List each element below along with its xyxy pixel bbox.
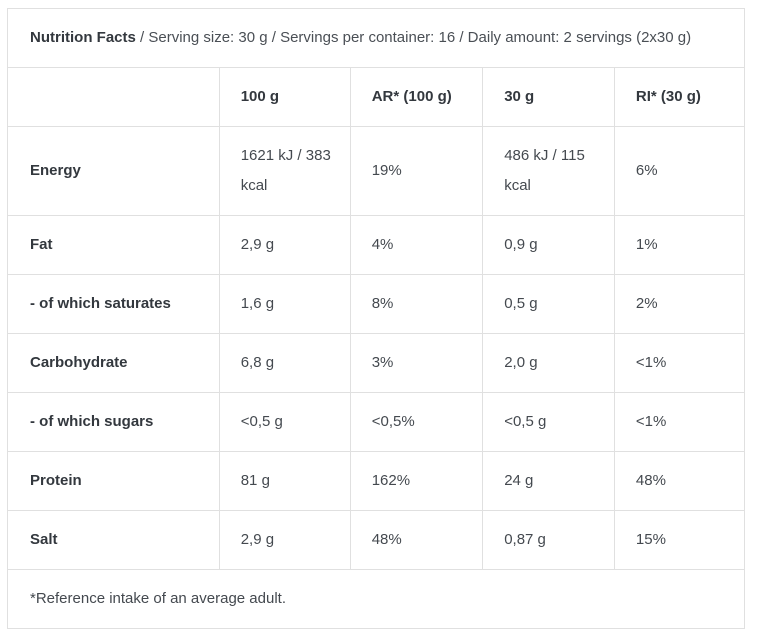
cell-value: 15%	[613, 510, 744, 570]
column-header: AR* (100 g)	[349, 68, 483, 127]
cell-value: 1621 kJ / 383 kcal	[218, 126, 351, 216]
cell-value: 19%	[349, 126, 483, 216]
row-label: Energy	[8, 126, 220, 216]
row-label: - of which sugars	[8, 392, 220, 452]
row-label: Protein	[8, 451, 220, 511]
table-body: Energy 1621 kJ / 383 kcal 19% 486 kJ / 115 …	[8, 126, 744, 570]
column-header: RI* (30 g)	[613, 68, 744, 127]
table-row: Salt 2,9 g 48% 0,87 g 15%	[8, 510, 744, 570]
nutrition-facts-panel: Nutrition Facts / Serving size: 30 g / S…	[7, 8, 745, 629]
cell-value: 0,9 g	[482, 215, 615, 275]
cell-value: <0,5%	[349, 392, 483, 452]
cell-value: 1%	[613, 215, 744, 275]
cell-value: 0,5 g	[482, 274, 615, 334]
table-row: Energy 1621 kJ / 383 kcal 19% 486 kJ / 115 …	[8, 126, 744, 216]
serving-info-text: / Serving size: 30 g / Servings per cont…	[135, 29, 692, 46]
cell-value: <1%	[613, 333, 744, 393]
cell-value: <1%	[613, 392, 744, 452]
cell-value: 1,6 g	[218, 274, 351, 334]
cell-value: 24 g	[482, 451, 615, 511]
row-label: Carbohydrate	[8, 333, 220, 393]
table-row: - of which saturates 1,6 g 8% 0,5 g 2%	[8, 274, 744, 334]
row-label: Salt	[8, 510, 220, 570]
cell-value: 81 g	[218, 451, 351, 511]
reference-intake-footnote: *Reference intake of an average adult.	[30, 590, 287, 607]
nutrition-facts-header: Nutrition Facts / Serving size: 30 g / S…	[8, 9, 744, 68]
cell-value: 162%	[349, 451, 483, 511]
row-label: - of which saturates	[8, 274, 220, 334]
cell-value: 0,87 g	[482, 510, 615, 570]
column-header: 30 g	[482, 68, 615, 127]
cell-value: 3%	[349, 333, 483, 393]
cell-value: 6%	[613, 126, 744, 216]
cell-value: 2,9 g	[218, 510, 351, 570]
table-header-row: 100 g AR* (100 g) 30 g RI* (30 g)	[8, 68, 744, 127]
nutrition-table: 100 g AR* (100 g) 30 g RI* (30 g) Energy 162…	[8, 68, 744, 570]
cell-value: 8%	[349, 274, 483, 334]
table-row: Protein 81 g 162% 24 g 48%	[8, 451, 744, 511]
cell-value: <0,5 g	[482, 392, 615, 452]
cell-value: 48%	[349, 510, 483, 570]
column-header: 100 g	[218, 68, 351, 127]
table-row: Carbohydrate 6,8 g 3% 2,0 g <1%	[8, 333, 744, 393]
cell-value: 6,8 g	[218, 333, 351, 393]
cell-value: 486 kJ / 115 kcal	[482, 126, 615, 216]
row-label: Fat	[8, 215, 220, 275]
cell-value: 2,0 g	[482, 333, 615, 393]
nutrition-facts-title: Nutrition Facts	[30, 29, 136, 46]
table-row: - of which sugars <0,5 g <0,5% <0,5 g <1%	[8, 392, 744, 452]
cell-value: 2%	[613, 274, 744, 334]
cell-value: 48%	[613, 451, 744, 511]
table-row: Fat 2,9 g 4% 0,9 g 1%	[8, 215, 744, 275]
column-header-empty	[8, 68, 220, 127]
cell-value: 2,9 g	[218, 215, 351, 275]
cell-value: <0,5 g	[218, 392, 351, 452]
cell-value: 4%	[349, 215, 483, 275]
